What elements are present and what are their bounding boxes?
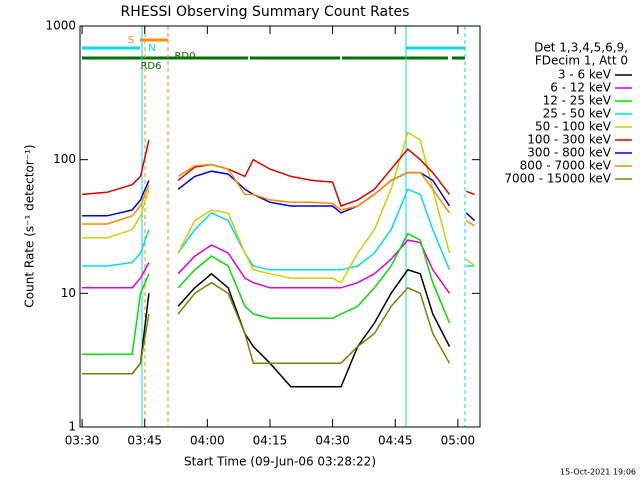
legend-label: 800 - 7000 keV <box>520 159 612 173</box>
x-tick-label: 05:00 <box>441 434 476 448</box>
series-line <box>82 232 451 356</box>
y-tick-label: 1 <box>68 420 76 434</box>
series-line <box>82 131 476 284</box>
legend-label: 300 - 800 keV <box>527 146 611 160</box>
legend-label: 7000 - 15000 keV <box>504 172 611 186</box>
annotation: RD0 <box>174 51 195 62</box>
chart-title: RHESSI Observing Summary Count Rates <box>121 4 410 20</box>
legend-label: 6 - 12 keV <box>550 81 612 95</box>
y-tick-label: 1000 <box>45 19 76 33</box>
x-tick-label: 04:15 <box>253 434 288 448</box>
legend-label: 12 - 25 keV <box>543 94 612 108</box>
x-tick-label: 03:45 <box>127 434 162 448</box>
legend-label: 100 - 300 keV <box>527 133 611 147</box>
y-tick-label: 10 <box>61 286 76 300</box>
plot-frame <box>79 25 481 428</box>
x-tick-label: 04:30 <box>315 434 350 448</box>
legend-label: 50 - 100 keV <box>535 120 612 134</box>
y-axis-label: Count Rate (s⁻¹ detector⁻¹) <box>23 144 37 307</box>
series-line <box>82 188 475 271</box>
legend-title: FDecim 1, Att 0 <box>535 54 628 68</box>
annotation: RD6 <box>140 61 161 72</box>
x-tick-label: 04:00 <box>190 434 225 448</box>
y-tick-label: 100 <box>53 152 76 166</box>
x-tick-label: 04:45 <box>378 434 413 448</box>
series-line <box>82 239 451 294</box>
legend-title: Det 1,3,4,5,6,9, <box>534 41 628 55</box>
legend-label: 25 - 50 keV <box>543 107 612 121</box>
annotation: N <box>148 43 155 54</box>
footer: 15-Oct-2021 19:06 <box>560 468 636 477</box>
x-tick-label: 03:30 <box>65 434 100 448</box>
series-line <box>82 281 451 375</box>
x-axis-label: Start Time (09-Jun-06 03:28:22) <box>184 455 376 469</box>
legend-label: 3 - 6 keV <box>558 68 612 82</box>
series-line <box>82 163 475 227</box>
state-bars <box>82 26 466 427</box>
annotation: S <box>128 35 134 46</box>
